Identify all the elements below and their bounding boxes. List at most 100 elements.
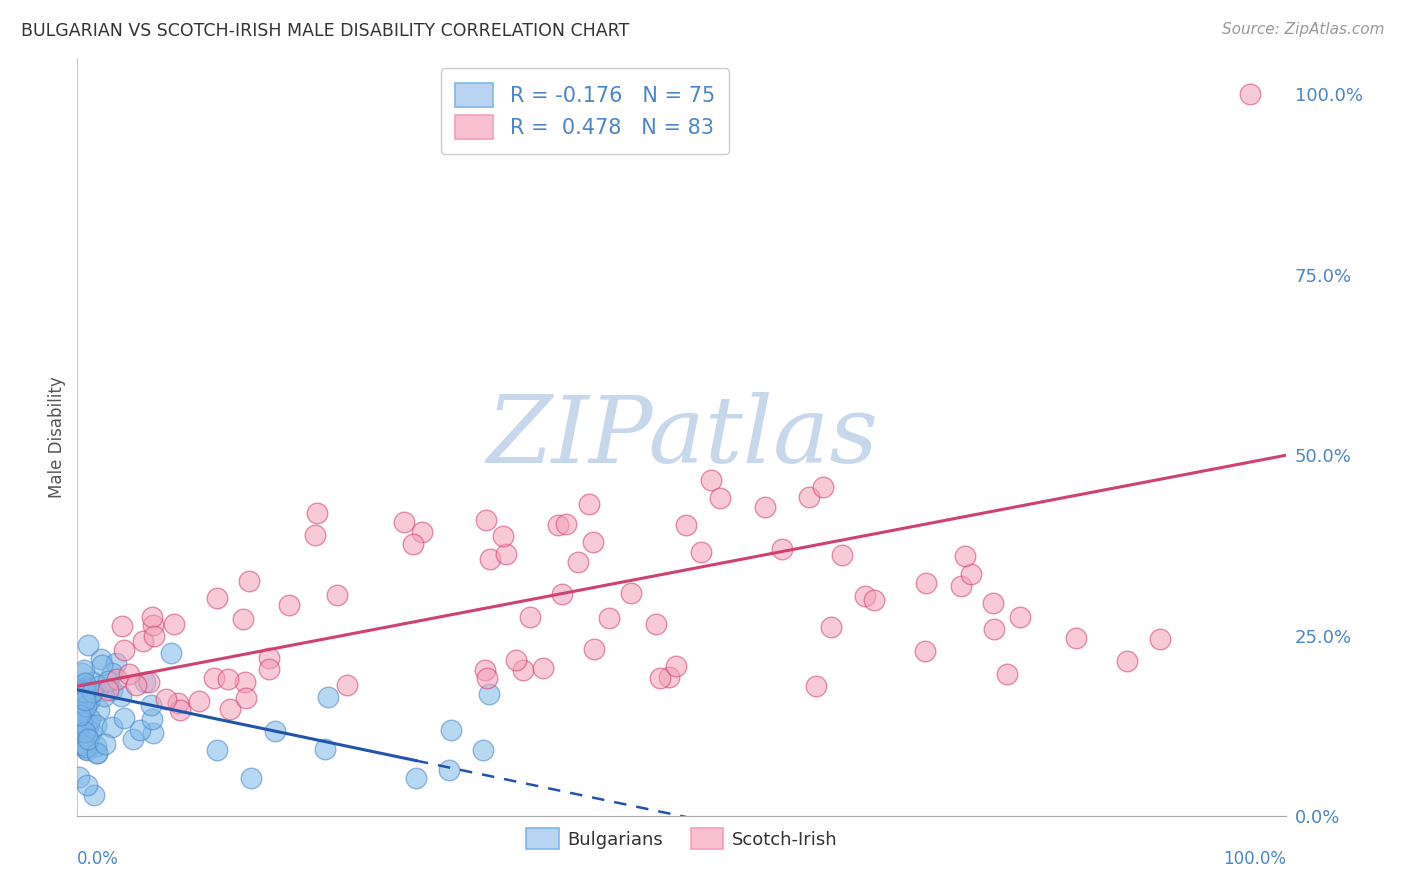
- Point: [233, 674, 256, 689]
- Point: [70, 714, 93, 729]
- Point: [263, 723, 285, 738]
- Point: [82, 685, 104, 699]
- Point: [111, 619, 134, 633]
- Point: [75, 680, 97, 694]
- Point: [314, 741, 336, 756]
- Point: [77, 638, 100, 652]
- Point: [86, 747, 108, 761]
- Point: [202, 671, 225, 685]
- Y-axis label: Male Disability: Male Disability: [48, 376, 66, 498]
- Point: [598, 611, 620, 625]
- Point: [700, 473, 723, 487]
- Point: [709, 491, 731, 506]
- Point: [235, 691, 257, 706]
- Point: [995, 667, 1018, 681]
- Point: [72, 691, 94, 706]
- Point: [492, 528, 515, 542]
- Point: [125, 678, 148, 692]
- Point: [90, 652, 112, 666]
- Point: [238, 574, 260, 588]
- Point: [813, 480, 835, 494]
- Legend: Bulgarians, Scotch-Irish: Bulgarians, Scotch-Irish: [519, 822, 845, 856]
- Point: [121, 732, 143, 747]
- Point: [90, 657, 112, 672]
- Point: [86, 746, 108, 760]
- Text: Source: ZipAtlas.com: Source: ZipAtlas.com: [1222, 22, 1385, 37]
- Point: [112, 643, 135, 657]
- Point: [1116, 655, 1139, 669]
- Point: [207, 591, 229, 606]
- Point: [479, 552, 502, 566]
- Text: 100.0%: 100.0%: [1223, 850, 1286, 868]
- Point: [1149, 632, 1171, 646]
- Point: [67, 770, 90, 784]
- Point: [471, 743, 494, 757]
- Point: [547, 517, 569, 532]
- Point: [304, 528, 326, 542]
- Point: [132, 634, 155, 648]
- Point: [169, 703, 191, 717]
- Point: [75, 742, 97, 756]
- Point: [142, 726, 165, 740]
- Point: [75, 675, 97, 690]
- Point: [567, 555, 589, 569]
- Point: [142, 618, 165, 632]
- Point: [77, 732, 100, 747]
- Point: [983, 622, 1005, 636]
- Point: [981, 596, 1004, 610]
- Point: [77, 717, 100, 731]
- Point: [101, 666, 124, 681]
- Point: [218, 702, 240, 716]
- Point: [862, 593, 884, 607]
- Point: [141, 712, 163, 726]
- Point: [232, 612, 254, 626]
- Point: [76, 722, 98, 736]
- Point: [75, 693, 97, 707]
- Point: [73, 663, 96, 677]
- Point: [72, 738, 94, 752]
- Text: ZIPatlas: ZIPatlas: [486, 392, 877, 482]
- Point: [73, 689, 96, 703]
- Point: [93, 690, 115, 704]
- Point: [474, 664, 496, 678]
- Point: [665, 658, 688, 673]
- Point: [959, 566, 981, 581]
- Point: [75, 739, 97, 754]
- Point: [512, 663, 534, 677]
- Point: [112, 710, 135, 724]
- Point: [89, 703, 111, 717]
- Point: [101, 682, 124, 697]
- Point: [77, 694, 100, 708]
- Point: [392, 515, 415, 529]
- Text: 0.0%: 0.0%: [77, 850, 120, 868]
- Point: [87, 679, 110, 693]
- Point: [440, 723, 463, 738]
- Point: [953, 549, 976, 564]
- Point: [853, 589, 876, 603]
- Point: [914, 576, 936, 591]
- Point: [519, 610, 541, 624]
- Point: [675, 518, 697, 533]
- Point: [105, 672, 128, 686]
- Point: [578, 497, 600, 511]
- Point: [70, 717, 93, 731]
- Point: [83, 789, 105, 803]
- Point: [84, 739, 107, 753]
- Point: [1239, 87, 1261, 101]
- Point: [100, 720, 122, 734]
- Point: [205, 743, 228, 757]
- Point: [531, 661, 554, 675]
- Point: [94, 737, 117, 751]
- Point: [307, 506, 329, 520]
- Point: [437, 763, 460, 777]
- Point: [239, 771, 262, 785]
- Point: [799, 491, 821, 505]
- Point: [551, 587, 574, 601]
- Point: [76, 680, 98, 694]
- Point: [405, 771, 427, 785]
- Point: [79, 712, 101, 726]
- Point: [163, 617, 186, 632]
- Point: [118, 667, 141, 681]
- Point: [80, 685, 103, 699]
- Point: [645, 617, 668, 632]
